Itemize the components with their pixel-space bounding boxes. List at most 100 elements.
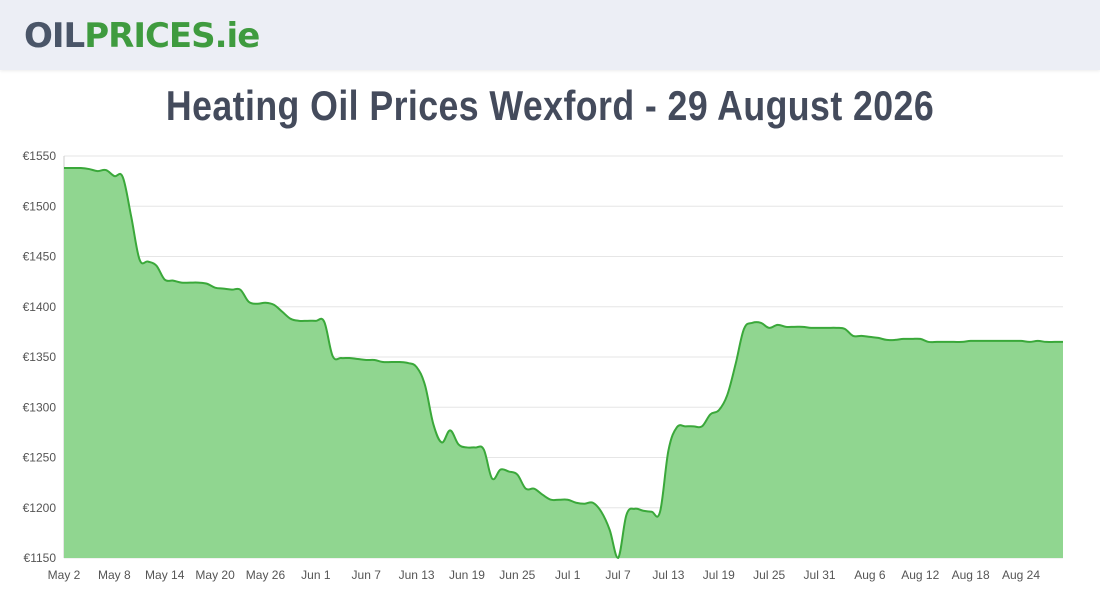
data-point[interactable] <box>69 165 75 171</box>
data-point[interactable] <box>951 339 957 345</box>
data-point[interactable] <box>61 165 67 171</box>
data-point[interactable] <box>875 335 881 341</box>
data-point[interactable] <box>430 421 436 427</box>
data-point[interactable] <box>926 339 932 345</box>
data-point[interactable] <box>842 326 848 332</box>
data-point[interactable] <box>212 285 218 291</box>
data-point[interactable] <box>884 337 890 343</box>
data-point[interactable] <box>523 486 529 492</box>
site-logo[interactable]: OILPRICES.ie <box>24 14 260 58</box>
data-point[interactable] <box>422 382 428 388</box>
data-point[interactable] <box>783 324 789 330</box>
data-point[interactable] <box>355 356 361 362</box>
data-point[interactable] <box>237 287 243 293</box>
data-point[interactable] <box>288 316 294 322</box>
data-point[interactable] <box>590 500 596 506</box>
data-point[interactable] <box>388 359 394 365</box>
data-point[interactable] <box>254 301 260 307</box>
data-point[interactable] <box>968 338 974 344</box>
data-point[interactable] <box>447 427 453 433</box>
data-point[interactable] <box>187 280 193 286</box>
data-point[interactable] <box>1052 339 1058 345</box>
data-point[interactable] <box>120 174 126 180</box>
data-point[interactable] <box>111 173 117 179</box>
data-point[interactable] <box>934 339 940 345</box>
data-point[interactable] <box>766 325 772 331</box>
data-point[interactable] <box>682 423 688 429</box>
data-point[interactable] <box>791 324 797 330</box>
data-point[interactable] <box>657 509 663 515</box>
data-point[interactable] <box>741 326 747 332</box>
data-point[interactable] <box>942 339 948 345</box>
data-point[interactable] <box>221 286 227 292</box>
data-point[interactable] <box>128 213 134 219</box>
data-point[interactable] <box>372 357 378 363</box>
data-point[interactable] <box>808 325 814 331</box>
data-point[interactable] <box>363 357 369 363</box>
data-point[interactable] <box>859 333 865 339</box>
data-point[interactable] <box>304 318 310 324</box>
data-point[interactable] <box>993 338 999 344</box>
data-point[interactable] <box>86 166 92 172</box>
data-point[interactable] <box>556 497 562 503</box>
data-point[interactable] <box>959 339 965 345</box>
data-point[interactable] <box>615 555 621 561</box>
data-point[interactable] <box>607 527 613 533</box>
data-point[interactable] <box>179 280 185 286</box>
data-point[interactable] <box>598 509 604 515</box>
data-point[interactable] <box>867 334 873 340</box>
data-point[interactable] <box>405 360 411 366</box>
data-point[interactable] <box>279 309 285 315</box>
data-point[interactable] <box>724 392 730 398</box>
data-point[interactable] <box>674 424 680 430</box>
data-point[interactable] <box>640 508 646 514</box>
data-point[interactable] <box>817 325 823 331</box>
data-point[interactable] <box>1018 338 1024 344</box>
data-point[interactable] <box>414 364 420 370</box>
data-point[interactable] <box>733 361 739 367</box>
data-point[interactable] <box>665 447 671 453</box>
data-point[interactable] <box>271 302 277 308</box>
data-point[interactable] <box>472 444 478 450</box>
data-point[interactable] <box>800 324 806 330</box>
data-point[interactable] <box>330 353 336 359</box>
data-point[interactable] <box>397 359 403 365</box>
data-point[interactable] <box>900 336 906 342</box>
data-point[interactable] <box>195 280 201 286</box>
data-point[interactable] <box>346 355 352 361</box>
data-point[interactable] <box>825 325 831 331</box>
data-point[interactable] <box>380 359 386 365</box>
data-point[interactable] <box>1043 339 1049 345</box>
data-point[interactable] <box>917 336 923 342</box>
data-point[interactable] <box>758 320 764 326</box>
data-point[interactable] <box>262 300 268 306</box>
data-point[interactable] <box>707 411 713 417</box>
data-point[interactable] <box>162 277 168 283</box>
data-point[interactable] <box>1010 338 1016 344</box>
data-point[interactable] <box>632 506 638 512</box>
data-point[interactable] <box>506 469 512 475</box>
data-point[interactable] <box>514 472 520 478</box>
data-point[interactable] <box>456 441 462 447</box>
data-point[interactable] <box>540 492 546 498</box>
data-point[interactable] <box>716 407 722 413</box>
data-point[interactable] <box>481 446 487 452</box>
data-point[interactable] <box>498 467 504 473</box>
data-point[interactable] <box>153 263 159 269</box>
data-point[interactable] <box>976 338 982 344</box>
data-point[interactable] <box>573 500 579 506</box>
data-point[interactable] <box>464 444 470 450</box>
data-point[interactable] <box>649 509 655 515</box>
data-point[interactable] <box>1026 339 1032 345</box>
data-point[interactable] <box>749 320 755 326</box>
data-point[interactable] <box>984 338 990 344</box>
data-point[interactable] <box>1001 338 1007 344</box>
data-point[interactable] <box>145 259 151 265</box>
data-point[interactable] <box>103 167 109 173</box>
data-point[interactable] <box>892 337 898 343</box>
data-point[interactable] <box>531 486 537 492</box>
data-point[interactable] <box>246 299 252 305</box>
data-point[interactable] <box>229 287 235 293</box>
data-point[interactable] <box>1035 338 1041 344</box>
data-point[interactable] <box>95 168 101 174</box>
